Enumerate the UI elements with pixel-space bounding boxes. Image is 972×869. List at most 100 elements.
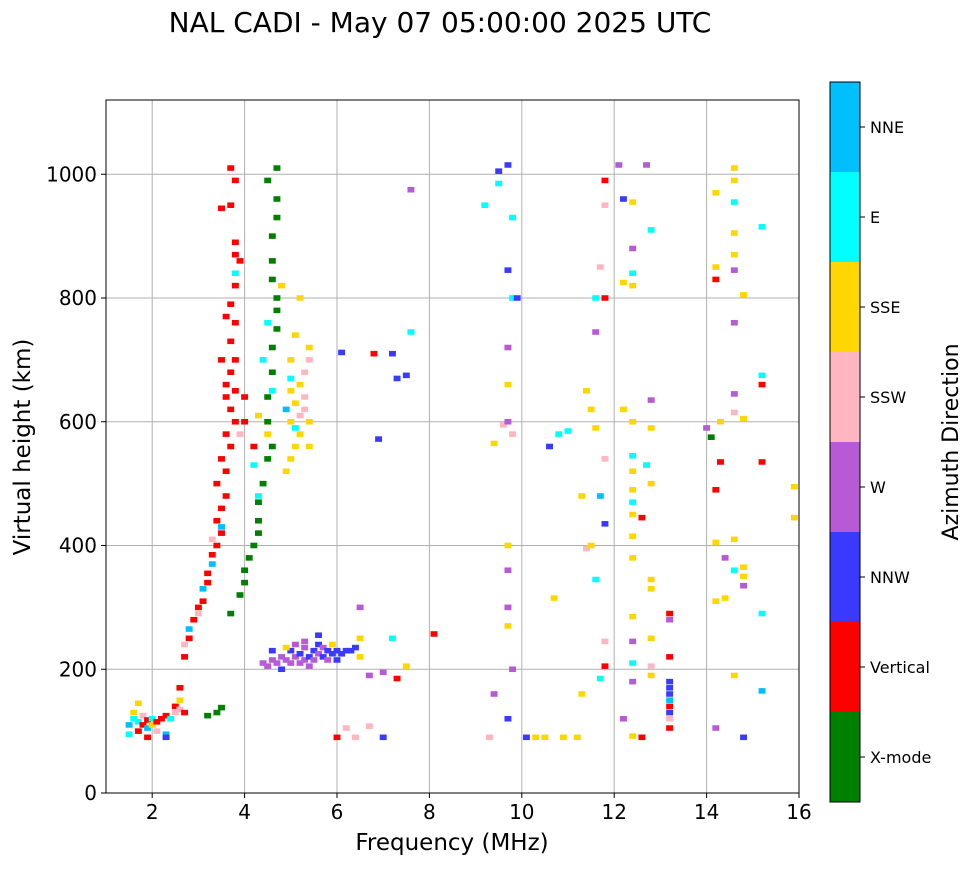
data-point-sse [730, 536, 738, 543]
data-point-vertical [134, 728, 142, 734]
data-point-nnw [504, 715, 512, 722]
data-point-w [379, 669, 387, 676]
colorbar-tick-label: SSW [870, 388, 906, 407]
data-point-w [278, 654, 286, 660]
data-point-x-mode [268, 233, 276, 239]
data-point-vertical [157, 715, 165, 722]
data-point-w [291, 641, 299, 648]
data-point-sse [573, 734, 581, 741]
data-point-vertical [213, 517, 221, 524]
data-point-vertical [153, 719, 161, 725]
x-tick-label: 4 [238, 800, 251, 824]
data-point-vertical [393, 675, 401, 682]
data-point-vertical [241, 418, 249, 425]
data-point-e [730, 199, 738, 205]
data-point-e [495, 180, 503, 187]
data-point-vertical [666, 703, 674, 710]
data-point-nnw [379, 734, 387, 741]
data-point-w [264, 663, 272, 669]
data-point-nnw [315, 632, 322, 639]
data-point-sse [504, 381, 512, 388]
x-tick-label: 12 [601, 800, 626, 824]
data-point-vertical [208, 551, 216, 558]
data-point-w [296, 660, 304, 666]
data-point-vertical [227, 369, 235, 376]
y-tick-label: 1000 [46, 162, 97, 186]
data-point-ssw [596, 264, 604, 270]
data-point-nnw [522, 734, 530, 741]
data-point-sse [712, 190, 720, 196]
colorbar: X-mode Vertical NNW W SSW SSE E NNE [829, 81, 931, 803]
data-point-nnw [495, 168, 503, 174]
data-point-sse [629, 199, 637, 205]
data-point-x-mode [218, 704, 225, 711]
colorbar-segment [830, 262, 860, 352]
colorbar-segment [830, 352, 860, 442]
data-point-nnw [296, 650, 304, 657]
data-point-sse [532, 734, 540, 741]
y-axis-label: Virtual height (km) [10, 339, 36, 556]
data-point-nnw [402, 372, 410, 379]
data-point-ssw [296, 412, 304, 419]
data-point-x-mode [273, 326, 281, 332]
data-point-e [291, 425, 299, 431]
data-point-x-mode [268, 344, 276, 351]
data-point-x-mode [254, 517, 262, 524]
y-tick-label: 600 [59, 410, 97, 434]
data-point-sse [287, 357, 295, 363]
data-point-nnw [305, 654, 313, 660]
data-point-sse [264, 431, 272, 437]
data-point-nnw [601, 521, 609, 527]
data-point-sse [730, 251, 738, 258]
data-point-x-mode [213, 709, 221, 716]
data-point-sse [504, 542, 512, 549]
colorbar-tick-label: E [870, 208, 880, 227]
data-point-sse [619, 279, 627, 286]
x-tick-label: 2 [146, 800, 159, 824]
data-point-x-mode [241, 567, 249, 574]
data-point-nnw [162, 734, 170, 741]
data-point-sse [730, 177, 738, 184]
data-point-sse [712, 598, 720, 604]
data-point-e [509, 214, 517, 221]
data-point-vertical [222, 313, 230, 320]
data-point-vertical [231, 239, 239, 246]
data-point-x-mode [273, 307, 281, 314]
data-points [125, 162, 798, 741]
data-point-sse [740, 564, 748, 570]
data-point-sse [305, 344, 313, 351]
colorbar-segment [830, 82, 860, 172]
data-point-w [615, 162, 623, 168]
data-point-nnw [740, 734, 748, 741]
data-point-w [301, 644, 309, 651]
data-point-x-mode [245, 555, 253, 561]
data-point-sse [592, 425, 600, 431]
data-point-vertical [227, 338, 235, 345]
data-point-ssw [208, 536, 216, 543]
data-point-x-mode [227, 610, 235, 617]
data-point-vertical [227, 301, 235, 307]
data-point-vertical [218, 530, 225, 536]
data-point-nnw [342, 647, 350, 654]
data-point-sse [647, 635, 655, 642]
data-point-nnw [278, 666, 286, 673]
data-point-nnw [338, 650, 346, 657]
data-point-e [148, 715, 156, 722]
data-point-w [490, 691, 498, 697]
data-point-nne [758, 688, 766, 694]
data-point-sse [619, 406, 627, 413]
data-point-sse [587, 406, 595, 413]
data-point-nnw [666, 678, 674, 685]
data-point-w [740, 582, 748, 589]
data-point-x-mode [264, 418, 272, 425]
data-point-nne [596, 493, 604, 499]
y-tick-label: 0 [84, 781, 97, 805]
data-point-sse [629, 733, 637, 739]
data-point-ssw [601, 202, 609, 208]
data-point-ssw [485, 734, 493, 741]
axis-ticks: 2 4 6 8 10 12 14 16 0 200 400 600 800 1000 [46, 162, 812, 824]
data-point-nne [162, 731, 170, 738]
data-point-nnw [347, 647, 355, 654]
data-point-w [407, 186, 415, 193]
data-point-w [504, 604, 512, 611]
